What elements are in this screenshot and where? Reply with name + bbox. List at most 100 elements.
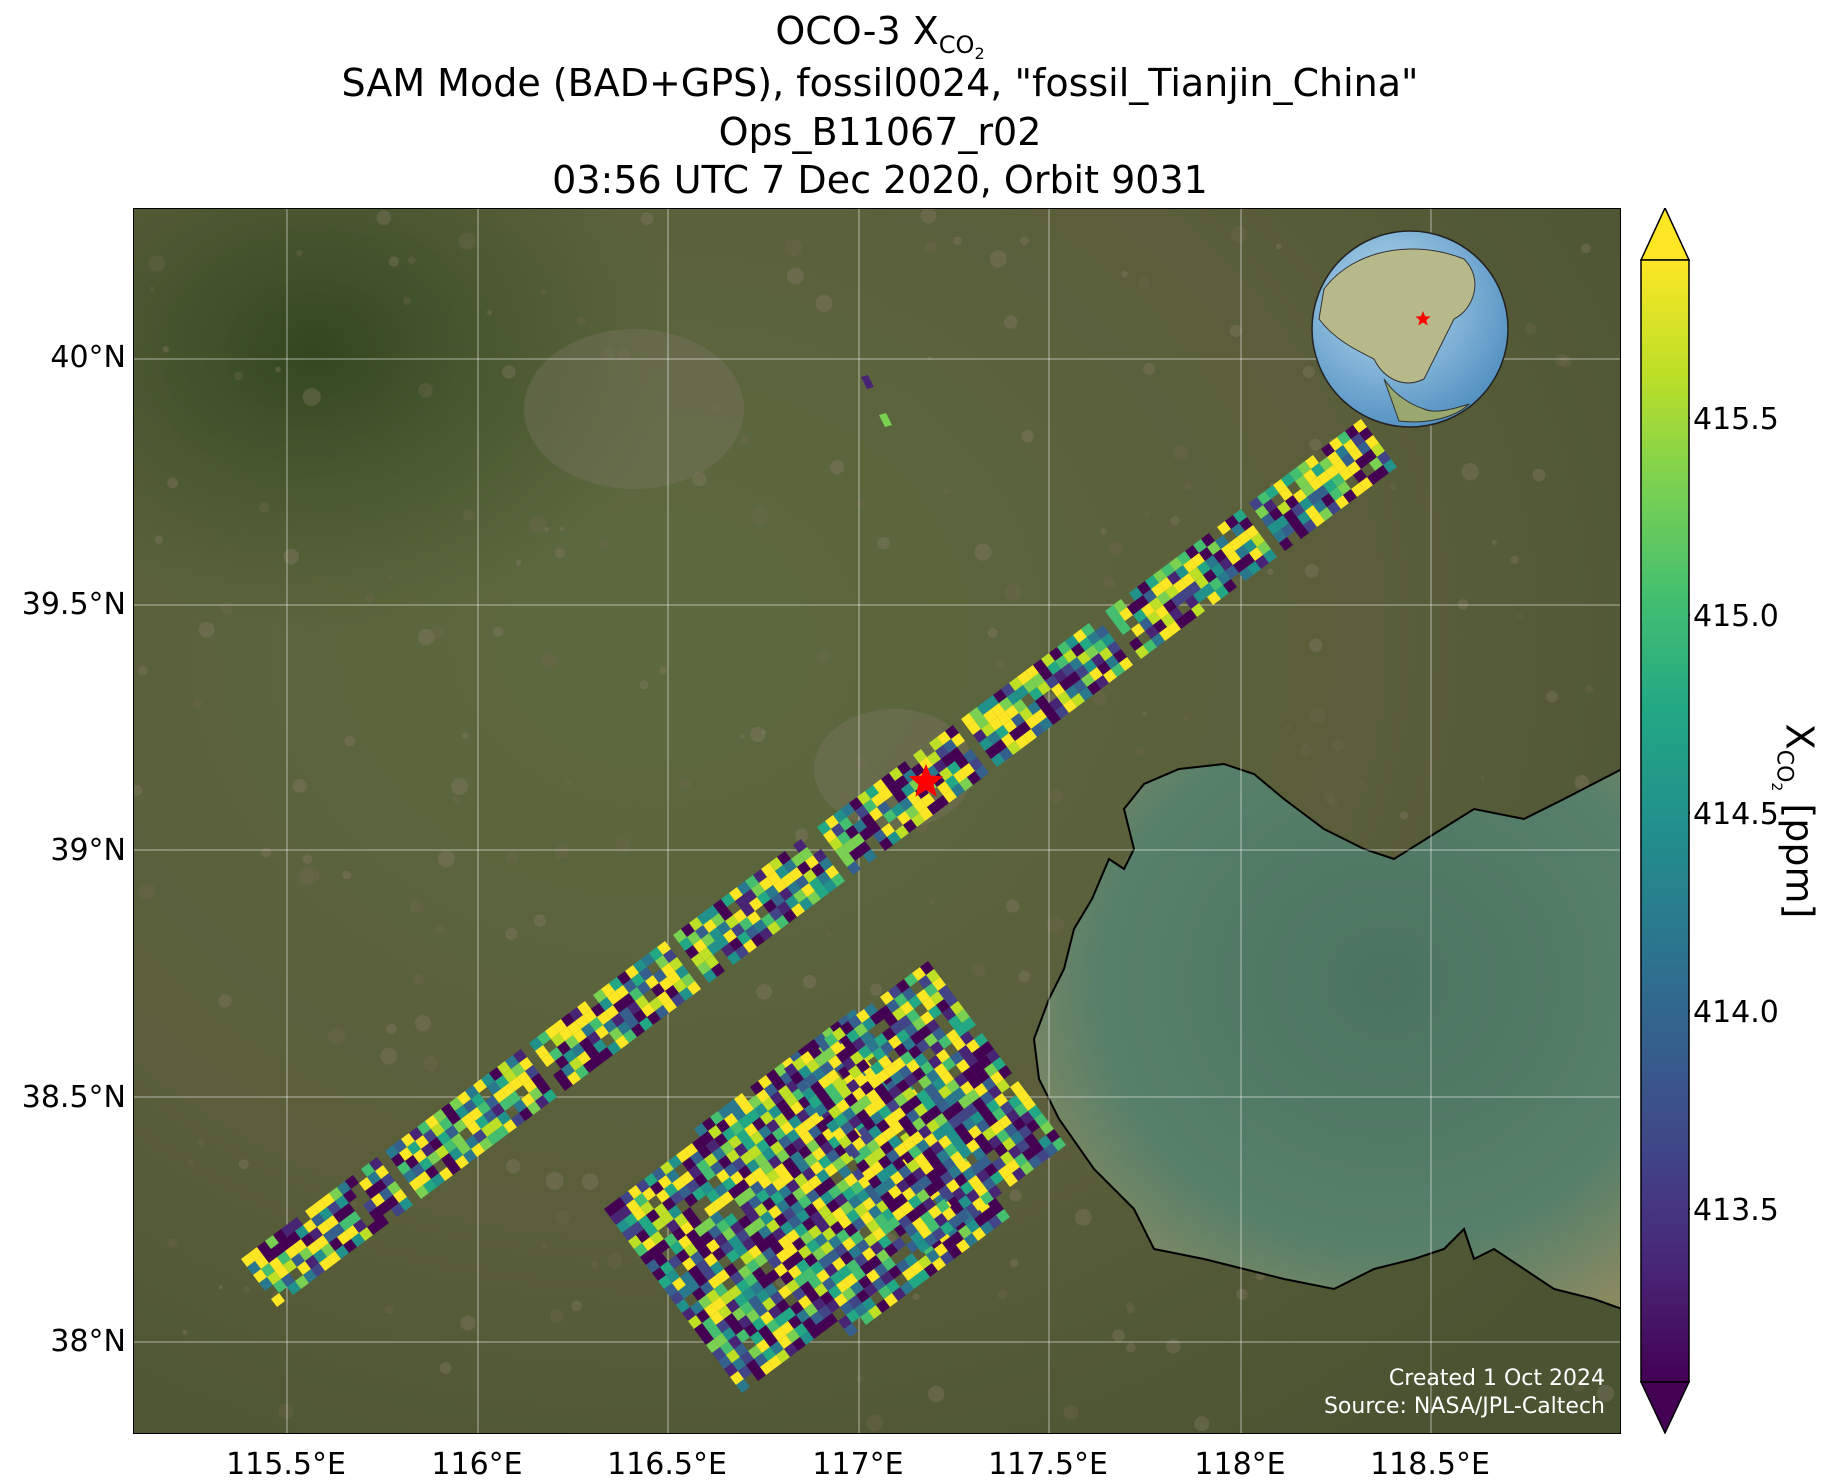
sounding-cell: [816, 1119, 830, 1133]
sounding-cell: [847, 861, 861, 875]
sounding-cell: [1177, 551, 1191, 565]
sounding-cell: [808, 1325, 822, 1339]
sounding-cell: [658, 1275, 672, 1289]
sounding-cell: [916, 989, 930, 1003]
sounding-cell: [936, 1149, 950, 1163]
sounding-cell: [760, 1211, 774, 1225]
sounding-cell: [785, 895, 799, 909]
sounding-cell: [303, 1219, 317, 1233]
sounding-cell: [657, 991, 671, 1005]
sounding-cell: [791, 903, 805, 917]
sounding-cell: [1029, 687, 1043, 701]
sounding-cell: [295, 1275, 309, 1289]
sounding-cell: [964, 1103, 978, 1117]
sounding-cell: [830, 1271, 844, 1285]
sounding-cell: [1199, 547, 1213, 561]
sounding-cell: [908, 1275, 922, 1289]
sounding-cell: [670, 1241, 684, 1255]
sounding-cell: [656, 1239, 670, 1253]
sounding-cell: [1141, 603, 1155, 617]
sounding-cell: [293, 1239, 307, 1253]
sounding-cell: [475, 1115, 489, 1129]
sounding-cell: [1079, 637, 1093, 651]
sounding-cell: [727, 951, 741, 965]
sounding-cell: [753, 919, 767, 933]
sounding-cell: [864, 1003, 878, 1017]
sounding-cell: [943, 739, 957, 753]
sounding-cell: [762, 1197, 776, 1211]
sounding-cell: [988, 1185, 1002, 1199]
sounding-cell: [1105, 655, 1119, 669]
colorbar-tick-label: 413.5: [1693, 1193, 1779, 1228]
sounding-cell: [461, 1113, 475, 1127]
sounding-cell: [784, 1093, 798, 1107]
sounding-cell: [1063, 649, 1077, 663]
sounding-cell: [790, 1071, 804, 1085]
sounding-cell: [966, 1089, 980, 1103]
sounding-cell: [980, 1091, 994, 1105]
sounding-cell: [913, 749, 927, 763]
sounding-cell: [954, 1073, 968, 1087]
sounding-cell: [808, 1175, 822, 1189]
sounding-cell: [849, 797, 863, 811]
sounding-cell: [856, 1059, 870, 1073]
sounding-cell: [575, 1065, 589, 1079]
sounding-cell: [641, 953, 655, 967]
sounding-cell: [946, 1129, 960, 1143]
sounding-cell: [937, 731, 951, 745]
sounding-cell: [1153, 569, 1167, 583]
sounding-cell: [776, 1249, 790, 1263]
sounding-cell: [269, 1257, 283, 1271]
sounding-cell: [791, 853, 805, 867]
sounding-cell: [856, 1239, 870, 1253]
sounding-cell: [816, 1319, 830, 1333]
sounding-cell: [945, 725, 959, 739]
sounding-cell: [399, 1197, 413, 1211]
sounding-cell: [681, 973, 695, 987]
sounding-cell: [972, 1047, 986, 1061]
sounding-cell: [998, 1165, 1012, 1179]
sounding-cell: [940, 1071, 954, 1085]
sounding-cell: [990, 1071, 1004, 1085]
sounding-cell: [1223, 579, 1237, 593]
sounding-cell: [1311, 513, 1325, 527]
sounding-cell: [1319, 507, 1333, 521]
sounding-cell: [736, 1379, 750, 1393]
sounding-cell: [599, 997, 613, 1011]
sounding-cell: [806, 1139, 820, 1153]
sounding-cell: [1371, 443, 1385, 457]
sounding-cell: [783, 909, 797, 923]
sounding-cell: [854, 1253, 868, 1267]
sounding-cell: [583, 1059, 597, 1073]
sounding-cell: [788, 1165, 802, 1179]
sounding-cell: [1303, 519, 1317, 533]
sounding-cell: [1209, 577, 1223, 591]
sounding-cell: [806, 1289, 820, 1303]
sounding-cell: [997, 711, 1011, 725]
sounding-cell: [620, 1191, 634, 1205]
sounding-cell: [662, 1197, 676, 1211]
sounding-cell: [1317, 471, 1331, 485]
sounding-cell: [712, 1147, 726, 1161]
sounding-cell: [906, 1209, 920, 1223]
sounding-cell: [707, 941, 721, 955]
sounding-cell: [439, 1117, 453, 1131]
sounding-cell: [1383, 459, 1397, 473]
sounding-cell: [631, 1023, 645, 1037]
sounding-cell: [905, 805, 919, 819]
sounding-cell: [832, 1157, 846, 1171]
sounding-cell: [872, 1147, 886, 1161]
sounding-cell: [385, 1195, 399, 1209]
sounding-cell: [1077, 651, 1091, 665]
sounding-cell: [878, 1055, 892, 1069]
sounding-cell: [858, 1145, 872, 1159]
sounding-cell: [1119, 607, 1133, 621]
sounding-cell: [393, 1189, 407, 1203]
sounding-cell: [471, 1093, 485, 1107]
sounding-cell: [948, 1215, 962, 1229]
sounding-cell: [812, 1147, 826, 1161]
sounding-cell: [1333, 459, 1347, 473]
sounding-cell: [804, 1153, 818, 1167]
sounding-cell: [814, 1053, 828, 1067]
sounding-cell: [726, 1099, 740, 1113]
